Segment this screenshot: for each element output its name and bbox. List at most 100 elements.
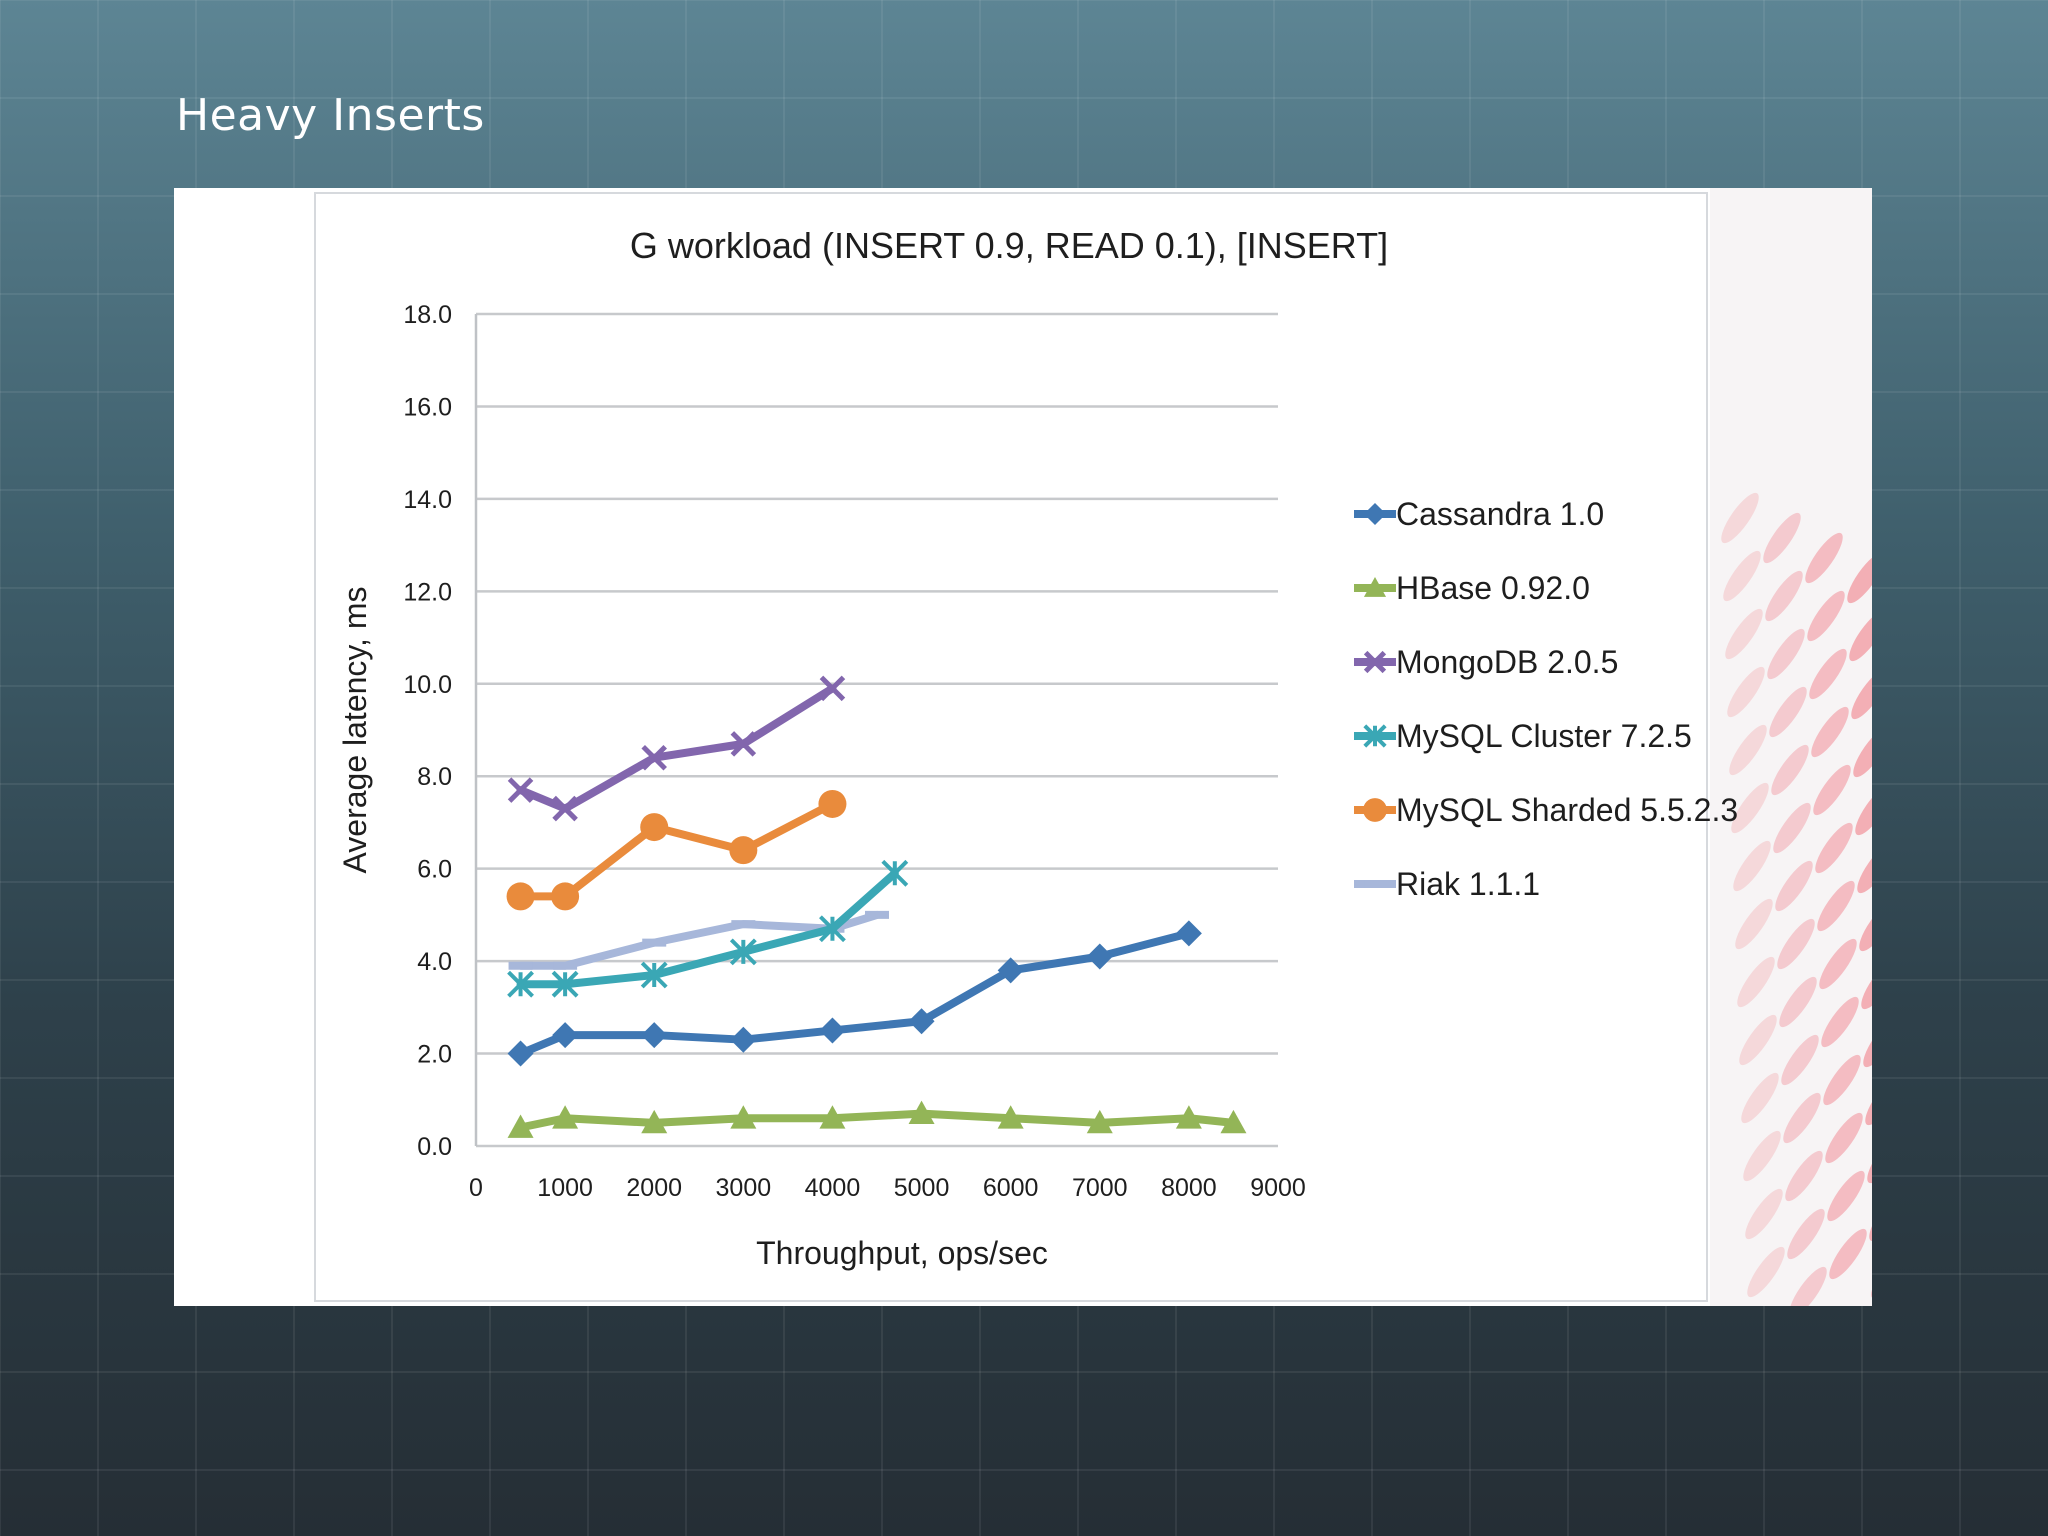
data-point [730, 731, 757, 757]
series-mysql-sharded-5-5-2-3 [506, 789, 847, 911]
y-axis-ticks: 0.0 2.0 4.0 6.0 8.0 10.0 12.0 14.0 16.0 18.0 [403, 301, 452, 1161]
deco-stripe [1859, 900, 1872, 952]
legend-label: Riak 1.1.1 [1396, 866, 1540, 902]
data-point [641, 744, 667, 771]
y-tick-label: 0.0 [417, 1133, 452, 1161]
data-point [641, 1022, 668, 1049]
series-mongodb-2-0-5 [507, 675, 846, 822]
series-layer [506, 675, 1247, 1138]
data-point [640, 813, 669, 842]
legend-item: MySQL Cluster 7.2.5 [1354, 718, 1692, 754]
data-point [819, 915, 846, 943]
data-point [1363, 798, 1387, 822]
data-point [1363, 576, 1387, 597]
deco-stripe [1811, 706, 1849, 758]
deco-stripe [1743, 1130, 1781, 1182]
deco-stripe [1777, 918, 1815, 970]
series-cassandra-1-0 [507, 920, 1202, 1067]
legend-item: MySQL Sharded 5.5.2.3 [1354, 792, 1738, 828]
series-mysql-cluster-7-2-5 [507, 859, 909, 998]
data-point [551, 970, 579, 998]
series-line [516, 1109, 1238, 1132]
deco-stripe [1745, 1188, 1783, 1240]
legend: Cassandra 1.0 HBase 0.92.0 MongoDB 2.0.5 My… [1354, 496, 1738, 902]
deco-stripe [1825, 1112, 1863, 1164]
y-tick-label: 14.0 [403, 486, 452, 514]
deco-stripe [1807, 590, 1845, 642]
deco-stripe [1817, 880, 1855, 932]
deco-stripe [1809, 648, 1847, 700]
x-axis-ticks: 0 1000 2000 3000 4000 5000 6000 7000 8000 9000 [469, 1174, 1306, 1202]
chart-frame [314, 192, 1708, 1302]
data-point [507, 1040, 534, 1067]
data-point [997, 957, 1024, 984]
data-point [1363, 724, 1387, 748]
x-tick-label: 8000 [1161, 1174, 1217, 1202]
deco-stripe [1729, 724, 1767, 776]
series-line [516, 799, 837, 901]
legend-item: Riak 1.1.1 [1354, 866, 1540, 902]
deco-stripe [1775, 860, 1813, 912]
data-point [641, 1109, 668, 1134]
legend-label: MongoDB 2.0.5 [1396, 644, 1618, 680]
data-point [506, 882, 535, 911]
data-point [730, 1026, 757, 1053]
x-axis-label: Throughput, ops/sec [756, 1235, 1048, 1271]
x-tick-label: 1000 [537, 1174, 593, 1202]
y-tick-label: 16.0 [403, 393, 452, 421]
y-tick-label: 18.0 [403, 301, 452, 329]
legend-label: Cassandra 1.0 [1396, 496, 1604, 532]
deco-stripe [1725, 608, 1763, 660]
deco-stripe [1773, 802, 1811, 854]
deco-stripe [1727, 666, 1765, 718]
deco-stripe [1735, 898, 1773, 950]
y-tick-label: 10.0 [403, 671, 452, 699]
deco-stripe [1763, 512, 1801, 564]
data-point [819, 1105, 846, 1129]
y-tick-label: 4.0 [417, 948, 452, 976]
chart-title: G workload (INSERT 0.9, READ 0.1), [INSE… [630, 225, 1388, 266]
data-point [552, 1022, 579, 1049]
deco-stripe [1737, 956, 1775, 1008]
gridlines [476, 312, 1278, 1148]
deco-stripe [1781, 1034, 1819, 1086]
x-tick-label: 3000 [716, 1174, 772, 1202]
deco-stripe [1789, 1266, 1827, 1306]
deco-bg [1710, 188, 1872, 1306]
series-hbase-0-92-0 [507, 1100, 1247, 1138]
y-tick-label: 8.0 [417, 763, 452, 791]
y-tick-label: 6.0 [417, 856, 452, 884]
y-tick-label: 2.0 [417, 1041, 452, 1069]
data-point [729, 836, 758, 865]
x-tick-label: 9000 [1250, 1174, 1306, 1202]
chart-panel: 0.0 2.0 4.0 6.0 8.0 10.0 12.0 14.0 16.0 18.0 0 100… [174, 188, 1872, 1306]
data-point [640, 961, 668, 989]
data-point [1220, 1109, 1247, 1134]
x-tick-label: 0 [469, 1174, 483, 1202]
deco-stripe [1771, 744, 1809, 796]
data-point [507, 777, 534, 803]
y-tick-label: 12.0 [403, 578, 452, 606]
deco-stripe [1847, 552, 1872, 604]
deco-stripe [1731, 782, 1769, 834]
data-point [729, 938, 757, 966]
x-tick-label: 6000 [983, 1174, 1039, 1202]
data-point [1175, 1105, 1202, 1129]
deco-stripe [1733, 840, 1771, 892]
x-tick-label: 2000 [626, 1174, 682, 1202]
deco-stripe [1821, 996, 1859, 1048]
data-point [818, 789, 847, 818]
data-point [552, 795, 578, 822]
data-point [1086, 1109, 1113, 1134]
series-line [516, 684, 837, 813]
data-point [908, 1008, 935, 1035]
deco-stripe [1861, 958, 1872, 1010]
deco-stripe [1855, 784, 1872, 836]
data-point [1175, 920, 1202, 947]
deco-stripe [1857, 842, 1872, 894]
data-point [997, 1105, 1024, 1129]
decorative-pink-stripes [1710, 188, 1872, 1306]
data-point [881, 859, 909, 887]
data-point [507, 1114, 534, 1138]
data-point [1363, 650, 1387, 674]
